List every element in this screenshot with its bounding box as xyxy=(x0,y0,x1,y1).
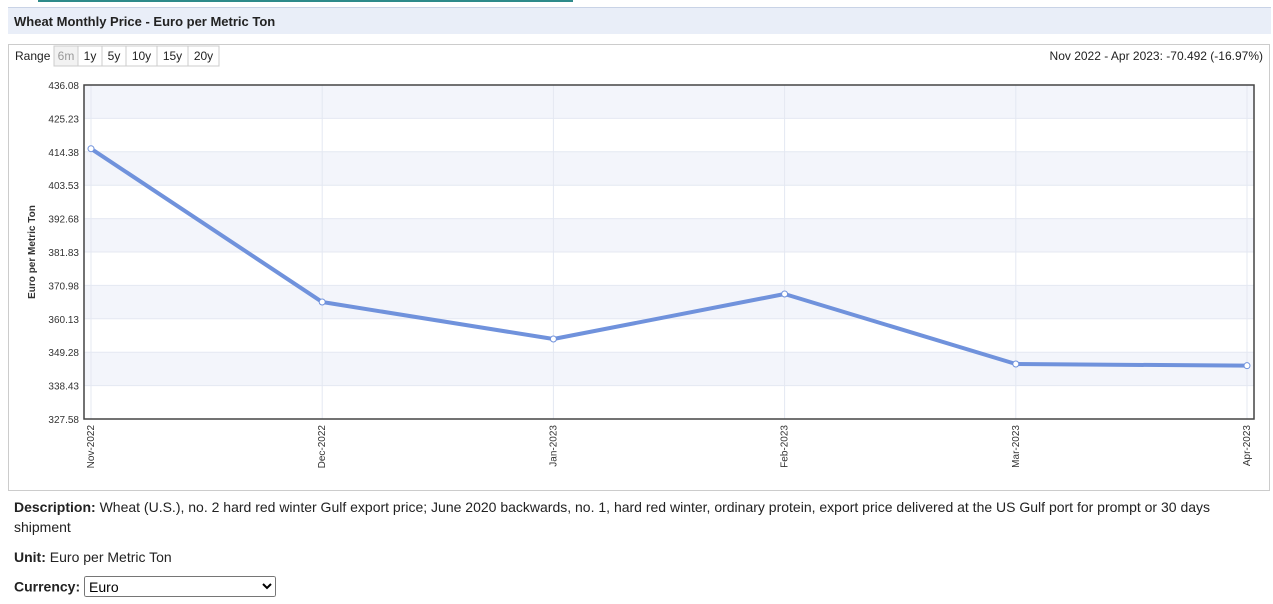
range-button[interactable] xyxy=(187,45,220,67)
point xyxy=(318,298,326,306)
x-tick-label: Apr-2023 xyxy=(1242,425,1253,467)
y-axis-label: Euro per Metric Ton xyxy=(27,205,38,299)
line xyxy=(89,147,1248,368)
range-button-label[interactable]: 6m xyxy=(58,49,75,63)
chart-title: Wheat Monthly Price - Euro per Metric To… xyxy=(8,7,1271,34)
range-button-label[interactable]: 15y xyxy=(163,49,182,63)
y-tick-label: 360.13 xyxy=(48,315,79,326)
point xyxy=(1243,362,1251,370)
y-tick-label: 370.98 xyxy=(48,281,79,292)
unit-text: Euro per Metric Ton xyxy=(49,549,172,565)
point xyxy=(781,290,789,298)
chart: Range 6m 1y 5y 10y 15y 20y Nov 2022 - Apr 2023:… xyxy=(15,45,1263,469)
range-label: Range xyxy=(15,49,51,63)
tab-indicator xyxy=(38,0,573,2)
y-tick-label: 414.38 xyxy=(48,148,79,159)
y-tick-label: 403.53 xyxy=(48,181,79,192)
currency: Currency: Euro xyxy=(14,576,277,597)
unit: Unit: Euro per Metric Ton xyxy=(14,547,172,567)
x-tick-label: Feb-2023 xyxy=(780,425,791,468)
grid-band xyxy=(84,285,1254,319)
plot-border xyxy=(83,84,1255,420)
description: Description: Wheat (U.S.), no. 2 hard re… xyxy=(14,497,1254,537)
range-button-label[interactable]: 10y xyxy=(132,49,151,63)
y-tick-label: 425.23 xyxy=(48,114,79,125)
y-tick-label: 436.08 xyxy=(48,81,79,92)
x-tick-label: Mar-2023 xyxy=(1011,425,1022,468)
y-tick-label: 327.58 xyxy=(48,415,79,426)
x-tick-label: Dec-2022 xyxy=(317,425,328,469)
y-tick-label: 381.83 xyxy=(48,248,79,259)
y-tick-label: 349.28 xyxy=(48,348,79,359)
currency-label: Currency: xyxy=(14,578,81,595)
grid-band xyxy=(84,218,1254,252)
point xyxy=(1012,360,1020,368)
y-tick-label: 338.43 xyxy=(48,382,79,393)
x-tick-label: Nov-2022 xyxy=(86,425,97,469)
y-tick-label: 392.68 xyxy=(48,215,79,226)
description-label: Description: xyxy=(14,499,96,515)
x-tick-label: Jan-2023 xyxy=(548,425,559,467)
grid-band xyxy=(84,85,1254,119)
point xyxy=(549,335,557,343)
range-button-label[interactable]: 1y xyxy=(84,49,97,63)
range-button-label[interactable]: 20y xyxy=(194,49,213,63)
unit-label: Unit: xyxy=(14,549,46,565)
currency-select[interactable]: Euro xyxy=(84,576,277,597)
description-text: Wheat (U.S.), no. 2 hard red winter Gulf… xyxy=(14,499,1211,535)
range-summary: Nov 2022 - Apr 2023: -70.492 (-16.97%) xyxy=(1050,49,1263,63)
grid-band xyxy=(84,151,1254,186)
range-button-label[interactable]: 5y xyxy=(108,49,121,63)
point xyxy=(87,145,95,153)
chart-frame xyxy=(8,44,1270,491)
grid-band xyxy=(84,352,1254,386)
